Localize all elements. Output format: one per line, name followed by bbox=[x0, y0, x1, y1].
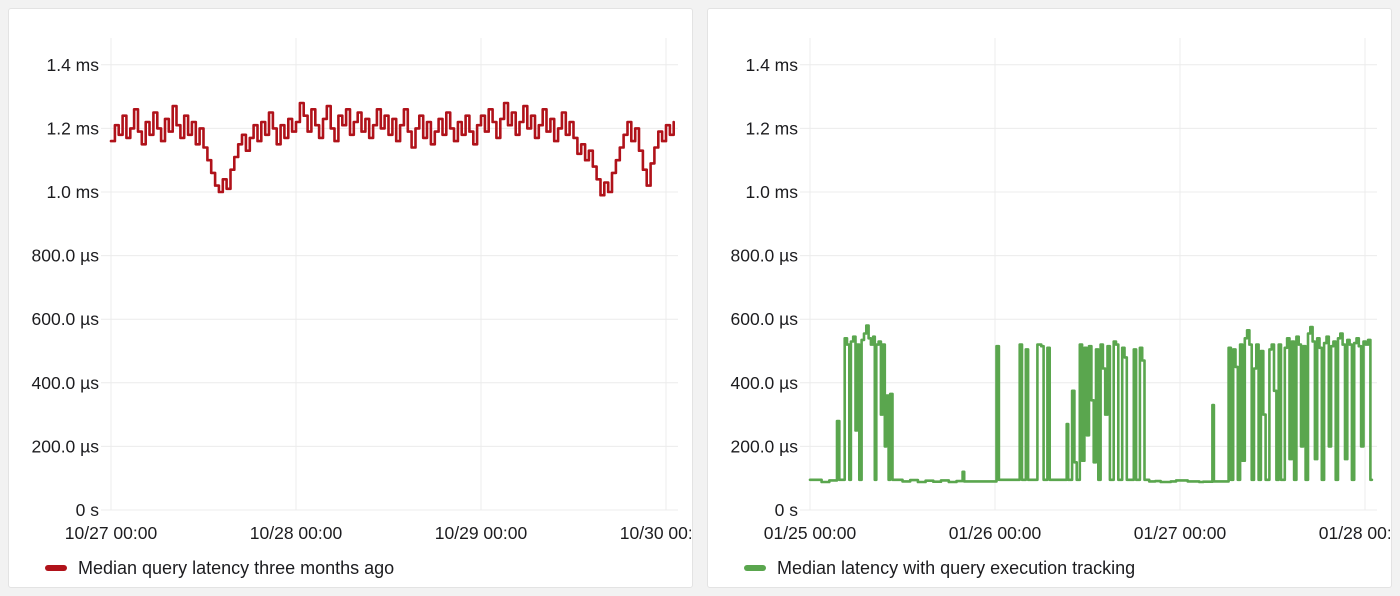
y-tick-label: 0 s bbox=[76, 500, 100, 520]
legend-series-marker bbox=[45, 565, 67, 571]
panel-latency-three-months-ago: 0 s 200.0 µs 400.0 µs 600.0 µs 800.0 µs 1.0 m… bbox=[8, 8, 693, 588]
y-tick-label: 1.0 ms bbox=[46, 182, 99, 202]
y-tick-label: 600.0 µs bbox=[731, 309, 799, 329]
y-tick-label: 0 s bbox=[775, 500, 799, 520]
legend-series-label: Median latency with query execution trac… bbox=[777, 558, 1136, 578]
y-tick-label: 600.0 µs bbox=[32, 309, 100, 329]
y-tick-label: 400.0 µs bbox=[32, 373, 100, 393]
y-tick-label: 400.0 µs bbox=[731, 373, 799, 393]
y-tick-label: 1.4 ms bbox=[46, 55, 99, 75]
y-tick-label: 200.0 µs bbox=[32, 436, 100, 456]
x-tick-label: 01/27 00:00 bbox=[1134, 523, 1227, 543]
time-series-chart-red[interactable]: 0 s 200.0 µs 400.0 µs 600.0 µs 800.0 µs 1.0 m… bbox=[9, 9, 691, 555]
x-tick-label: 01/28 00:00 bbox=[1319, 523, 1390, 543]
time-series-chart-green[interactable]: 0 s 200.0 µs 400.0 µs 600.0 µs 800.0 µs 1.0 m… bbox=[708, 9, 1390, 555]
legend[interactable]: Median latency with query execution trac… bbox=[708, 555, 1391, 581]
y-tick-label: 1.2 ms bbox=[46, 118, 99, 138]
series-line bbox=[109, 101, 675, 197]
y-tick-label: 1.4 ms bbox=[745, 55, 798, 75]
y-tick-label: 1.0 ms bbox=[745, 182, 798, 202]
series-line bbox=[808, 324, 1374, 484]
legend-series-label: Median query latency three months ago bbox=[78, 558, 395, 578]
panel-latency-with-tracking: 0 s 200.0 µs 400.0 µs 600.0 µs 800.0 µs 1.0 m… bbox=[707, 8, 1392, 588]
grid-lines bbox=[101, 38, 678, 511]
legend-series-marker bbox=[744, 565, 766, 571]
y-tick-label: 800.0 µs bbox=[32, 246, 100, 266]
y-tick-label: 800.0 µs bbox=[731, 246, 799, 266]
x-tick-label: 01/26 00:00 bbox=[949, 523, 1042, 543]
x-tick-label: 01/25 00:00 bbox=[764, 523, 857, 543]
legend[interactable]: Median query latency three months ago bbox=[9, 555, 692, 581]
y-tick-label: 1.2 ms bbox=[745, 118, 798, 138]
x-tick-label: 10/29 00:00 bbox=[435, 523, 528, 543]
y-tick-label: 200.0 µs bbox=[731, 436, 799, 456]
x-tick-label: 10/27 00:00 bbox=[65, 523, 158, 543]
x-tick-label: 10/30 00:00 bbox=[620, 523, 691, 543]
x-tick-label: 10/28 00:00 bbox=[250, 523, 343, 543]
